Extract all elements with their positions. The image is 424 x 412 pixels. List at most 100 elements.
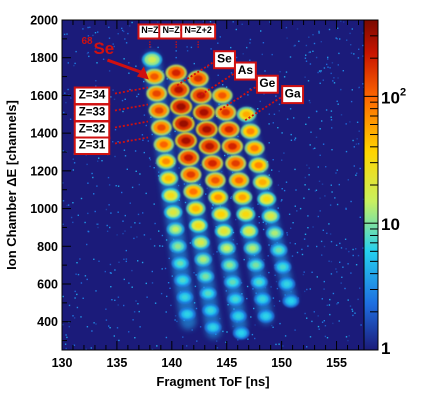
noise-speckle: [216, 347, 219, 349]
noise-speckle: [318, 70, 321, 72]
noise-speckle: [355, 248, 357, 250]
noise-speckle: [281, 188, 283, 190]
noise-speckle: [72, 158, 74, 160]
z-row-label-text: Z=33: [79, 107, 106, 119]
noise-speckle: [114, 269, 116, 271]
noise-speckle: [202, 20, 205, 22]
noise-speckle: [105, 308, 107, 310]
island-core: [193, 75, 203, 82]
colorbar-tick-exponent: 2: [400, 86, 406, 98]
noise-speckle: [328, 223, 330, 225]
noise-speckle: [65, 347, 67, 350]
noise-speckle: [76, 293, 78, 296]
noise-speckle: [199, 326, 202, 328]
noise-speckle: [296, 210, 298, 212]
noise-speckle: [358, 130, 360, 132]
noise-speckle: [86, 243, 88, 246]
y-tick-label: 1200: [30, 164, 58, 178]
noise-speckle: [317, 166, 319, 168]
noise-speckle: [332, 292, 335, 295]
noise-speckle: [139, 326, 141, 328]
noise-speckle: [321, 183, 324, 185]
noise-speckle: [136, 236, 138, 238]
noise-speckle: [260, 30, 262, 32]
noise-speckle: [225, 86, 228, 88]
noise-speckle: [324, 195, 326, 197]
noise-speckle: [72, 169, 74, 171]
noise-speckle: [232, 21, 234, 23]
noise-speckle: [190, 46, 193, 49]
noise-speckle: [122, 110, 124, 113]
noise-speckle: [328, 260, 330, 262]
noise-speckle: [86, 52, 89, 55]
z-row-label-box: [73, 136, 111, 156]
noise-speckle: [189, 242, 191, 244]
noise-speckle: [324, 335, 327, 338]
noise-speckle: [323, 280, 325, 283]
noise-speckle: [330, 72, 332, 75]
noise-speckle: [286, 118, 289, 120]
island-core: [164, 175, 173, 182]
noise-speckle: [340, 282, 342, 284]
noise-speckle: [329, 233, 332, 235]
noise-speckle: [347, 339, 349, 342]
element-label: Se: [213, 50, 236, 70]
noise-speckle: [118, 339, 120, 342]
noise-speckle: [105, 208, 108, 211]
noise-speckle: [273, 113, 276, 115]
noise-speckle: [331, 62, 334, 64]
noise-speckle: [357, 254, 360, 257]
noise-speckle: [285, 26, 288, 29]
noise-speckle: [306, 288, 308, 291]
x-tick-label: 155: [326, 356, 347, 370]
noise-speckle: [264, 70, 266, 72]
noise-speckle: [345, 336, 348, 338]
noise-speckle: [357, 143, 360, 145]
noise-speckle: [219, 317, 221, 320]
noise-speckle: [305, 60, 308, 62]
noise-speckle: [72, 202, 74, 204]
noise-speckle: [232, 231, 235, 234]
noise-speckle: [116, 327, 119, 329]
noise-speckle: [336, 271, 338, 273]
noise-speckle: [178, 167, 180, 169]
noise-speckle: [149, 165, 151, 168]
noise-speckle: [268, 244, 270, 246]
island-core: [196, 91, 206, 99]
noise-speckle: [110, 286, 112, 288]
noise-speckle: [80, 316, 82, 318]
noise-speckle: [186, 345, 188, 347]
island-core: [191, 205, 200, 212]
island-core: [209, 324, 217, 330]
noise-speckle: [309, 336, 312, 338]
noise-speckle: [279, 322, 281, 325]
noise-speckle: [312, 34, 314, 36]
noise-speckle: [94, 210, 96, 213]
noise-speckle: [342, 266, 344, 268]
island-core: [169, 209, 177, 216]
island-core: [221, 109, 231, 116]
annotation-arrow-head: [136, 66, 149, 80]
noise-speckle: [96, 185, 98, 187]
noise-speckle: [75, 50, 77, 53]
island-core: [287, 298, 295, 304]
noise-speckle: [62, 295, 64, 298]
noise-speckle: [222, 84, 224, 86]
island-core: [154, 107, 164, 114]
noise-speckle: [129, 25, 131, 27]
noise-speckle: [93, 193, 95, 195]
noise-speckle: [304, 312, 306, 315]
noise-speckle: [315, 189, 318, 191]
noise-speckle: [334, 197, 336, 199]
noise-speckle: [318, 32, 320, 34]
y-axis: 400 600 800 1000 1200 1400 1600 1800 2000: [30, 14, 71, 342]
annotation-mass-number: 68: [81, 36, 93, 47]
noise-speckle: [272, 297, 275, 299]
noise-speckle: [175, 50, 177, 52]
noise-speckle: [155, 148, 157, 151]
noise-speckle: [112, 89, 114, 91]
noise-speckle: [312, 148, 315, 150]
noise-speckle: [355, 143, 358, 145]
